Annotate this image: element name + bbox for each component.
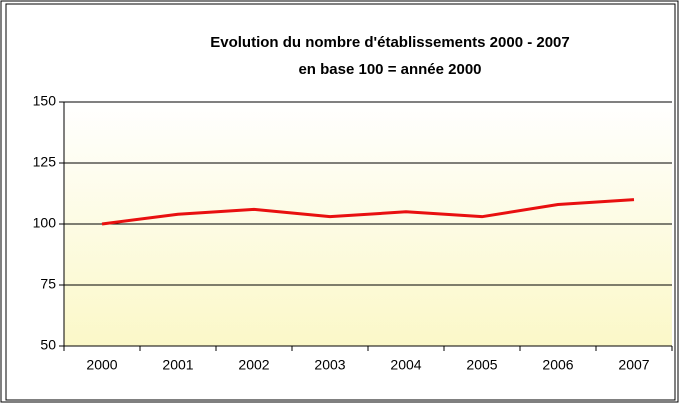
- inner-frame: [5, 3, 676, 401]
- x-tick-label: 2003: [314, 357, 345, 373]
- line-series: [101, 198, 635, 226]
- y-tick-label: 50: [40, 337, 56, 353]
- y-tick-label: 75: [40, 276, 56, 292]
- y-tick-label: 150: [33, 93, 57, 109]
- y-tick-label: 100: [33, 215, 57, 231]
- x-tick-label: 2005: [466, 357, 497, 373]
- x-tick-label: 2004: [390, 357, 421, 373]
- x-tick-label: 2006: [542, 357, 573, 373]
- x-tick-label: 2000: [86, 357, 117, 373]
- y-tick-label: 125: [33, 154, 57, 170]
- x-tick-label: 2002: [238, 357, 269, 373]
- x-tick-label: 2001: [162, 357, 193, 373]
- chart-title: Evolution du nombre d'établissements 200…: [210, 34, 570, 51]
- chart-subtitle: en base 100 = année 2000: [298, 61, 481, 78]
- x-tick-label: 2007: [618, 357, 649, 373]
